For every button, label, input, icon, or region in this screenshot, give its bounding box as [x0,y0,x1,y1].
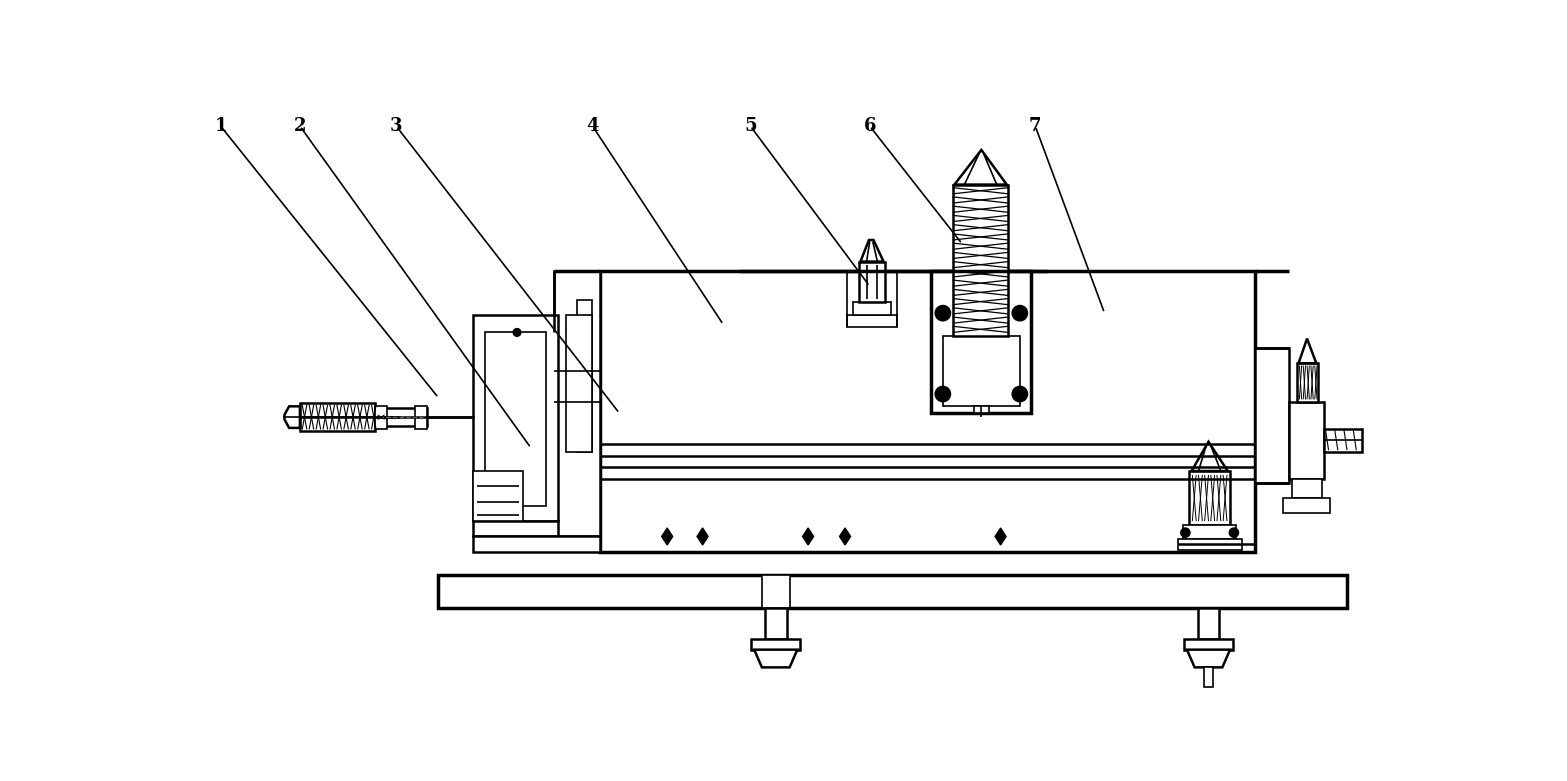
Circle shape [512,517,520,525]
Polygon shape [697,528,708,545]
Bar [473,521,558,537]
Bar [1203,668,1213,686]
Bar [415,405,426,429]
Polygon shape [1299,339,1316,363]
Polygon shape [1186,650,1230,668]
Bar [1189,471,1230,525]
Polygon shape [995,528,1006,545]
Polygon shape [860,240,884,262]
Bar [1324,429,1362,451]
Bar [376,405,387,429]
Bar [600,271,1255,552]
Text: 6: 6 [863,117,876,135]
Text: 2: 2 [293,117,306,135]
Bar [973,405,989,413]
Text: 5: 5 [744,117,757,135]
Bar [484,333,547,505]
Bar [577,300,592,451]
Bar [859,262,885,301]
Bar [1283,498,1330,513]
Bar [473,316,558,521]
Bar [765,608,787,639]
Bar [299,403,376,431]
Bar [473,471,523,521]
Polygon shape [802,528,813,545]
Bar [555,271,600,537]
Circle shape [935,305,951,321]
Bar [931,271,1031,413]
Bar [1290,401,1324,479]
Bar [751,639,801,650]
Bar [846,316,898,327]
Circle shape [1012,387,1028,401]
Polygon shape [754,650,798,668]
Circle shape [1182,528,1189,537]
Circle shape [935,387,951,401]
Bar [953,184,1008,337]
Bar [566,316,592,451]
Text: 4: 4 [586,117,599,135]
Polygon shape [661,528,672,545]
Text: 7: 7 [1030,117,1042,135]
Bar [439,575,1348,608]
Bar [762,575,790,608]
Circle shape [512,329,520,337]
Circle shape [1012,305,1028,321]
Bar [943,337,1020,405]
Polygon shape [1191,442,1227,471]
Text: 3: 3 [390,117,403,135]
Bar [1178,539,1241,550]
Bar [1183,525,1236,539]
Polygon shape [285,406,299,428]
Bar [473,537,600,552]
Bar [1297,363,1318,401]
Bar [1291,479,1321,498]
Bar [1197,608,1219,639]
Bar [1255,348,1290,483]
Polygon shape [840,528,851,545]
Text: 1: 1 [215,117,227,135]
Circle shape [1229,528,1238,537]
Bar [852,301,892,316]
Bar [376,408,426,426]
Bar [1183,639,1233,650]
Polygon shape [954,150,1006,184]
